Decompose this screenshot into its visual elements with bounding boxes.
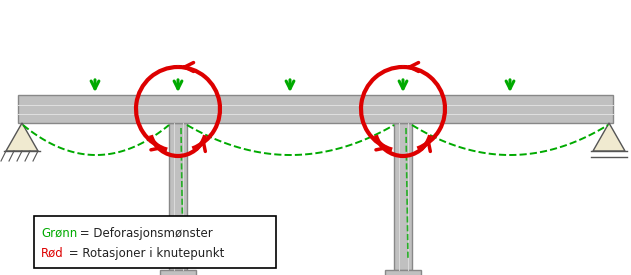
Polygon shape (6, 123, 38, 151)
Bar (385, 270, 421, 275)
Text: Grønn: Grønn (41, 227, 77, 240)
FancyBboxPatch shape (34, 216, 276, 268)
Polygon shape (593, 123, 625, 151)
Text: = Rotasjoner i knutepunkt: = Rotasjoner i knutepunkt (65, 247, 225, 260)
Bar (394, 123, 412, 270)
Bar (160, 270, 196, 275)
Bar (18, 95, 613, 123)
Text: = Deforasjonsmønster: = Deforasjonsmønster (76, 227, 213, 240)
Bar (169, 123, 187, 270)
Text: Rød: Rød (41, 247, 64, 260)
